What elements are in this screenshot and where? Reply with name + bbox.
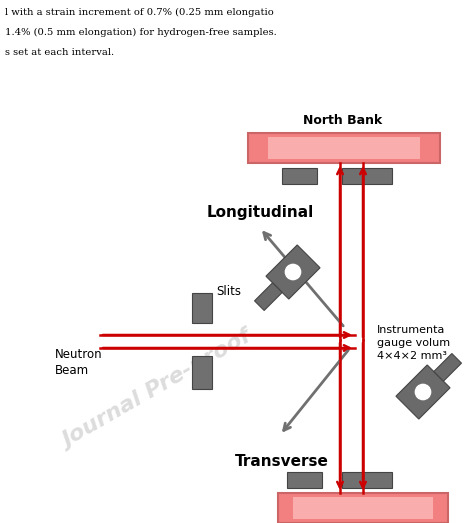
- Text: Slits: Slits: [216, 285, 241, 298]
- Polygon shape: [255, 283, 282, 311]
- Polygon shape: [266, 245, 320, 299]
- Bar: [287, 472, 322, 488]
- Bar: [248, 133, 440, 163]
- Polygon shape: [396, 365, 450, 419]
- Bar: [342, 472, 392, 488]
- Bar: [192, 356, 212, 389]
- Circle shape: [415, 384, 431, 400]
- Bar: [192, 293, 212, 323]
- Text: North Bank: North Bank: [303, 114, 383, 127]
- Text: Journal Pre-proof: Journal Pre-proof: [60, 328, 256, 452]
- Text: Longitudinal: Longitudinal: [207, 204, 314, 220]
- Bar: [282, 168, 317, 184]
- Bar: [342, 168, 392, 184]
- Bar: [278, 493, 448, 523]
- Circle shape: [285, 264, 301, 280]
- Bar: [268, 137, 420, 159]
- Text: Transverse: Transverse: [235, 454, 329, 470]
- Text: Neutron
Beam: Neutron Beam: [55, 348, 103, 377]
- Text: s set at each interval.: s set at each interval.: [5, 48, 114, 57]
- Text: 1.4% (0.5 mm elongation) for hydrogen-free samples.: 1.4% (0.5 mm elongation) for hydrogen-fr…: [5, 28, 277, 37]
- Text: l with a strain increment of 0.7% (0.25 mm elongatio: l with a strain increment of 0.7% (0.25 …: [5, 8, 274, 17]
- Polygon shape: [434, 354, 462, 381]
- Text: Instrumenta
gauge volum
4×4×2 mm³: Instrumenta gauge volum 4×4×2 mm³: [377, 325, 450, 361]
- Bar: [293, 497, 433, 519]
